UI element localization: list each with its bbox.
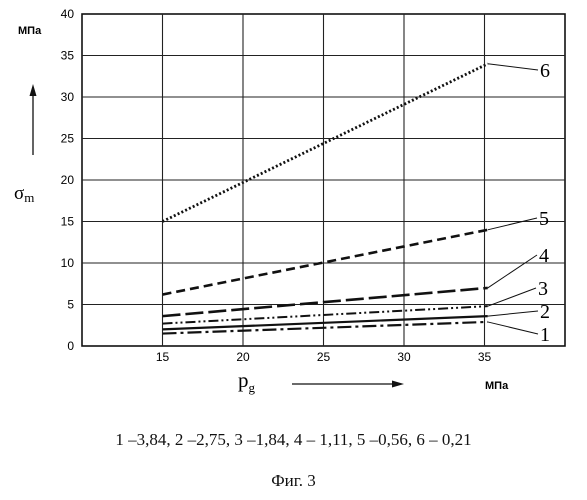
y-tick-label: 40 [61,7,75,21]
y-tick-label: 25 [61,132,75,146]
series-line-3 [163,306,488,323]
x-arrow-icon [292,381,404,388]
series-lines [163,64,488,334]
series-line-5 [163,230,488,295]
y-tick-label: 5 [67,298,74,312]
legend-note: 1 –3,84, 2 –2,75, 3 –1,84, 4 – 1,11, 5 –… [0,430,587,450]
series-leader-2 [488,311,538,316]
y-tick-label: 0 [67,339,74,353]
y-axis-label: σm [14,183,34,205]
series-label-4: 4 [539,245,549,267]
x-tick-labels: 15 20 25 30 35 [156,350,492,364]
x-tick-label: 15 [156,350,170,364]
x-tick-label: 20 [236,350,250,364]
series-label-2: 2 [540,301,550,323]
series-line-4 [163,288,488,316]
series-leader-6 [488,64,538,70]
x-axis-label: pg [238,368,256,395]
series-label-3: 3 [538,278,548,300]
x-unit-label: МПа [485,380,509,392]
y-tick-labels: 0 5 10 15 20 25 30 35 40 [61,7,75,353]
y-tick-label: 20 [61,173,75,187]
series-label-6: 6 [540,60,550,82]
x-tick-label: 30 [397,350,411,364]
series-leader-4 [488,255,537,288]
series-line-6 [163,64,488,222]
series-labels: 123 4 5 6 [488,60,550,346]
x-tick-label: 35 [478,350,492,364]
x-axis-label-sub: g [249,380,256,395]
y-axis-label-main: σ [14,183,24,204]
x-tick-label: 25 [317,350,331,364]
y-tick-label: 35 [61,49,75,63]
chart: 123 4 5 6 0 5 10 15 20 25 30 35 40 15 20 25 30 35 МПа σ… [0,0,587,430]
series-leader-5 [488,218,537,230]
x-axis-label-main: p [238,368,249,392]
y-tick-label: 15 [61,215,75,229]
series-leader-1 [488,322,538,334]
series-label-5: 5 [539,208,549,230]
figure-label: Фиг. 3 [0,471,587,491]
series-leader-3 [488,288,536,306]
series-label-1: 1 [540,324,550,346]
y-unit-label: МПа [18,25,42,37]
y-arrow-icon [30,84,37,155]
y-tick-label: 10 [61,256,75,270]
y-axis-label-sub: m [24,190,34,205]
grid [82,14,565,346]
y-tick-label: 30 [61,90,75,104]
